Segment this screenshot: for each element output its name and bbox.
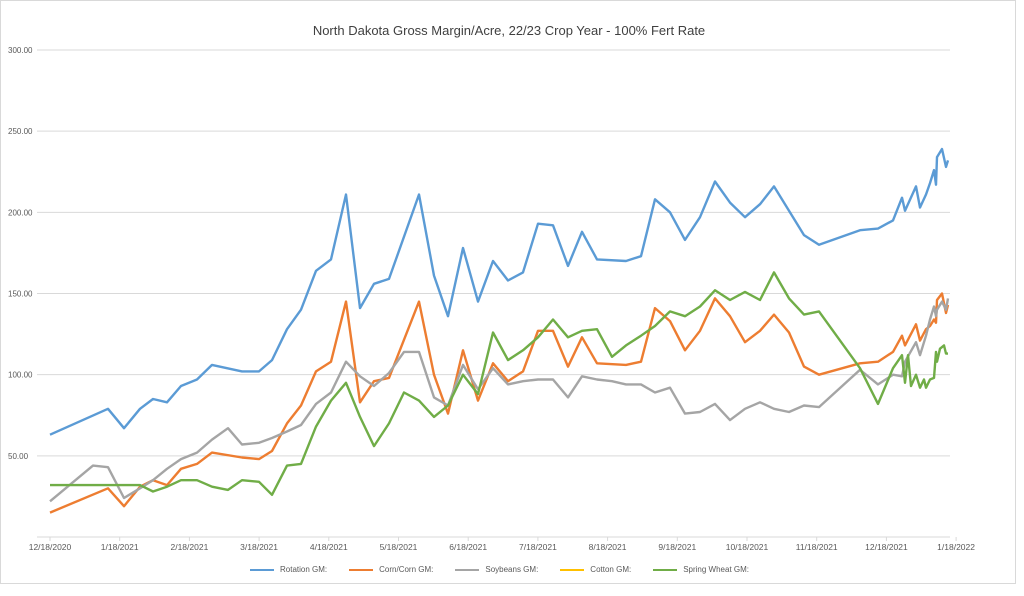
series-line-springwheatgm [50,271,948,496]
x-tick-label: 11/18/2021 [796,542,838,552]
y-tick-label: 50.00 [8,452,29,461]
chart-title: North Dakota Gross Margin/Acre, 22/23 Cr… [312,23,706,38]
x-tick-label: 6/18/2021 [449,542,487,552]
y-tick-label: 100.00 [8,371,33,380]
x-tick-label: 5/18/2021 [380,542,418,552]
legend: Rotation GM: Corn/Corn GM: Soybeans GM: … [250,565,749,574]
x-tick-label: 3/18/2021 [240,542,278,552]
legend-item-cotton: Cotton GM: [560,565,631,574]
x-tick-label: 9/18/2021 [658,542,696,552]
y-tick-label: 300.00 [8,46,33,55]
x-tick-label: 8/18/2021 [589,542,627,552]
legend-item-spring-wheat: Spring Wheat GM: [653,565,749,574]
series-line-rotationgm [49,147,950,436]
x-tick-label: 12/18/2021 [865,542,908,552]
x-tick-label: 2/18/2021 [170,542,208,552]
series-line-soybeansgm [49,298,950,503]
x-tick-label: 12/18/2020 [29,542,72,552]
legend-item-soybeans: Soybeans GM: [455,565,538,574]
x-tick-label: 7/18/2021 [519,542,557,552]
x-tick-label: 4/18/2021 [310,542,348,552]
legend-item-corn: Corn/Corn GM: [349,565,433,574]
y-tick-label: 250.00 [8,127,33,136]
legend-item-rotation: Rotation GM: [250,565,327,574]
y-tick-label: 200.00 [8,208,33,217]
x-tick-label: 1/18/2022 [937,542,975,552]
x-tick-label: 10/18/2021 [726,542,769,552]
series-line-corncorngm [49,292,950,514]
x-tick-label: 1/18/2021 [101,542,139,552]
y-tick-label: 150.00 [8,290,33,299]
